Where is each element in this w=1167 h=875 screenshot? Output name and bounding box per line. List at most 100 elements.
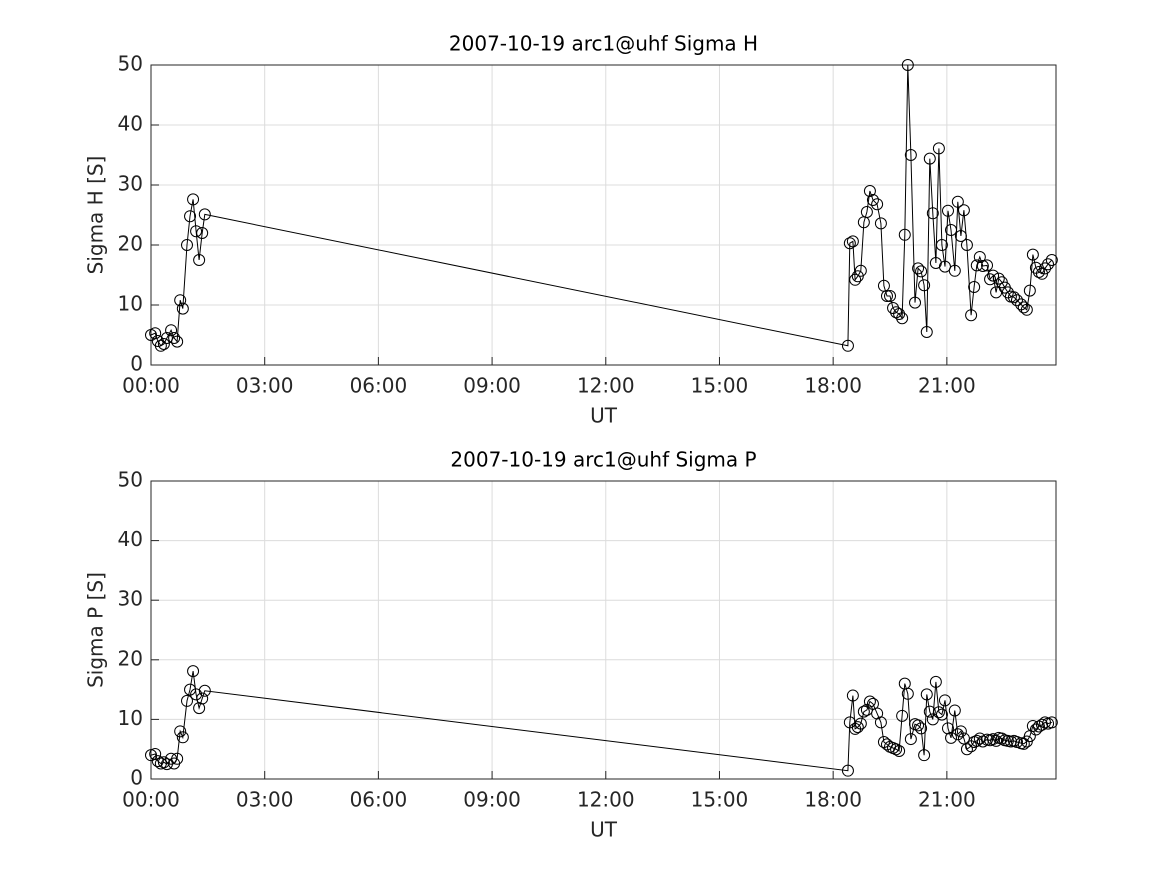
data-point — [1045, 716, 1058, 729]
data-point — [151, 755, 164, 768]
data-point — [960, 743, 973, 756]
data-point — [923, 705, 936, 718]
data-point — [981, 259, 994, 272]
data-point — [954, 230, 967, 242]
y-axis-label: Sigma P [S] — [84, 572, 108, 688]
data-point — [176, 302, 189, 315]
data-point — [890, 743, 903, 756]
y-tick-label: 50 — [118, 52, 143, 76]
data-point — [968, 281, 981, 293]
data-point — [945, 731, 958, 744]
data-point — [1020, 303, 1033, 316]
data-point — [1026, 248, 1039, 261]
data-point — [841, 339, 854, 352]
data-point — [841, 764, 854, 777]
y-tick-label: 20 — [118, 646, 143, 670]
data-point — [181, 694, 194, 707]
data-point — [1032, 266, 1045, 278]
x-tick-label: 09:00 — [463, 788, 521, 812]
data-point — [1045, 254, 1058, 266]
data-point — [915, 265, 928, 278]
x-axis-label: UT — [590, 404, 618, 428]
data-point — [898, 228, 911, 241]
data-point — [901, 687, 914, 700]
data-point — [987, 269, 1000, 282]
data-point — [1007, 291, 1020, 304]
data-point — [168, 332, 181, 344]
data-point — [849, 273, 862, 286]
data-point — [1039, 262, 1052, 275]
data-point — [854, 264, 867, 277]
data-point — [957, 204, 970, 217]
data-point — [932, 142, 945, 155]
y-tick-label: 50 — [118, 468, 143, 492]
x-axis-label: UT — [590, 818, 618, 842]
data-point — [1017, 301, 1030, 314]
data-point — [1035, 718, 1048, 731]
data-point — [157, 338, 170, 350]
data-point — [193, 254, 206, 266]
axes-frame — [150, 64, 1057, 366]
data-point — [874, 217, 887, 230]
chart-title: 2007-10-19 arc1@uhf Sigma H — [449, 32, 758, 56]
data-point — [893, 744, 906, 757]
x-tick-label: 15:00 — [691, 374, 749, 398]
data-point — [896, 312, 909, 325]
y-tick-label: 30 — [118, 587, 143, 611]
y-tick-label: 30 — [118, 172, 143, 196]
data-point — [948, 704, 961, 717]
axes-frame — [150, 480, 1057, 780]
data-point — [863, 695, 876, 708]
data-point — [960, 239, 973, 251]
data-point — [951, 728, 964, 741]
data-point — [904, 733, 917, 746]
data-point — [854, 717, 867, 730]
data-point — [1001, 286, 1014, 299]
data-point — [938, 260, 951, 273]
data-point — [992, 272, 1005, 285]
data-point — [165, 324, 178, 337]
y-tick-label: 40 — [118, 112, 143, 136]
data-point — [174, 294, 187, 307]
data-line — [150, 671, 1052, 772]
data-point — [976, 260, 989, 272]
y-tick-label: 0 — [130, 766, 143, 790]
plot-area — [151, 65, 1056, 365]
x-tick-label: 18:00 — [804, 374, 862, 398]
y-tick-label: 10 — [118, 706, 143, 730]
x-tick-label: 09:00 — [463, 374, 521, 398]
x-tick-label: 03:00 — [236, 374, 294, 398]
data-point — [923, 152, 936, 165]
y-tick-label: 10 — [118, 292, 143, 316]
data-point — [154, 339, 167, 352]
data-point — [915, 722, 928, 735]
data-point — [866, 194, 879, 206]
data-point — [918, 279, 931, 292]
data-point — [880, 290, 893, 302]
data-point — [184, 683, 197, 696]
data-point — [874, 716, 887, 729]
data-point — [190, 688, 203, 701]
data-point — [920, 326, 933, 338]
data-point — [935, 708, 948, 721]
data-point — [1029, 723, 1042, 736]
data-point — [171, 335, 184, 348]
data-point — [149, 747, 162, 760]
data-point — [174, 725, 187, 738]
data-point — [1032, 720, 1045, 733]
data-point — [893, 308, 906, 320]
x-tick-label: 12:00 — [577, 374, 635, 398]
x-tick-label: 00:00 — [122, 788, 180, 812]
data-point — [1017, 737, 1030, 750]
data-point — [1042, 258, 1055, 271]
data-point — [948, 264, 961, 277]
data-point — [901, 59, 914, 71]
data-point — [846, 689, 859, 702]
data-point — [863, 185, 876, 197]
data-point — [932, 706, 945, 719]
x-tick-label: 21:00 — [918, 374, 976, 398]
data-point — [938, 694, 951, 707]
data-point — [965, 309, 978, 322]
data-point — [884, 290, 897, 302]
chart-title: 2007-10-19 arc1@uhf Sigma P — [450, 448, 756, 472]
